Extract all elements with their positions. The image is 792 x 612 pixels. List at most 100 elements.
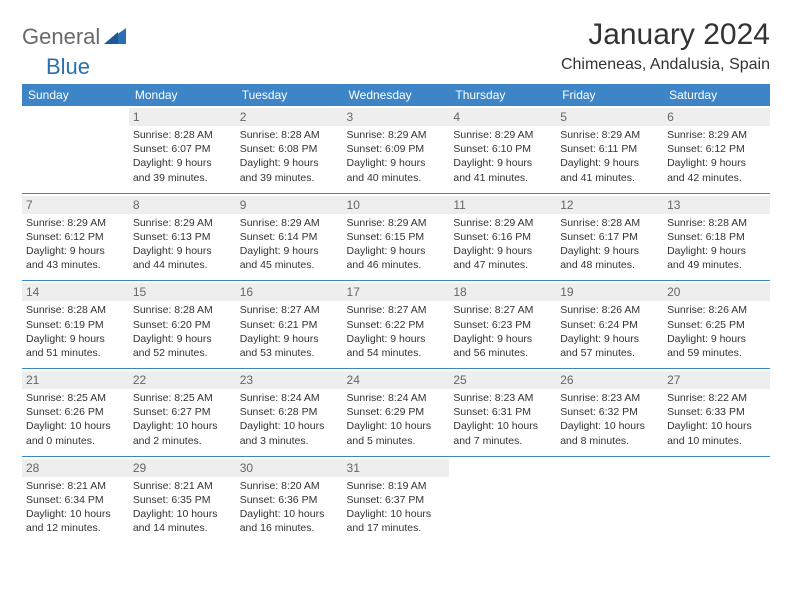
- day-info: Sunrise: 8:26 AMSunset: 6:25 PMDaylight:…: [667, 303, 766, 360]
- calendar-day-cell: 21 Sunrise: 8:25 AMSunset: 6:26 PMDayligh…: [22, 369, 129, 457]
- weekday-header-row: SundayMondayTuesdayWednesdayThursdayFrid…: [22, 84, 770, 106]
- calendar-day-cell: 24Sunrise: 8:24 AMSunset: 6:29 PMDayligh…: [343, 369, 450, 457]
- calendar-day-cell: 19Sunrise: 8:26 AMSunset: 6:24 PMDayligh…: [556, 281, 663, 369]
- day-info: Sunrise: 8:29 AMSunset: 6:09 PMDaylight:…: [347, 128, 446, 185]
- location-text: Chimeneas, Andalusia, Spain: [561, 56, 770, 74]
- day-number: 15: [129, 283, 236, 301]
- day-info: Sunrise: 8:29 AMSunset: 6:11 PMDaylight:…: [560, 128, 659, 185]
- brand-part2: Blue: [46, 54, 90, 79]
- month-title: January 2024: [561, 18, 770, 52]
- day-info: Sunrise: 8:19 AMSunset: 6:37 PMDaylight:…: [347, 479, 446, 536]
- weekday-header: Thursday: [449, 84, 556, 106]
- calendar-week-row: 21 Sunrise: 8:25 AMSunset: 6:26 PMDayligh…: [22, 369, 770, 457]
- day-info: Sunrise: 8:25 AMSunset: 6:26 PMDaylight:…: [26, 391, 125, 448]
- day-info: Sunrise: 8:27 AMSunset: 6:21 PMDaylight:…: [240, 303, 339, 360]
- day-info: Sunrise: 8:27 AMSunset: 6:22 PMDaylight:…: [347, 303, 446, 360]
- weekday-header: Sunday: [22, 84, 129, 106]
- weekday-header: Saturday: [663, 84, 770, 106]
- day-info: Sunrise: 8:21 AMSunset: 6:35 PMDaylight:…: [133, 479, 232, 536]
- day-number: 28: [22, 459, 129, 477]
- calendar-day-cell: 8 Sunrise: 8:29 AMSunset: 6:13 PMDaylight…: [129, 193, 236, 281]
- brand-logo: General: [22, 24, 126, 50]
- day-number: 31: [343, 459, 450, 477]
- calendar-day-cell: 26Sunrise: 8:23 AMSunset: 6:32 PMDayligh…: [556, 369, 663, 457]
- calendar-day-cell: 28Sunrise: 8:21 AMSunset: 6:34 PMDayligh…: [22, 456, 129, 543]
- day-info: Sunrise: 8:28 AMSunset: 6:20 PMDaylight:…: [133, 303, 232, 360]
- day-number: 22: [129, 371, 236, 389]
- calendar-day-cell: 7 Sunrise: 8:29 AMSunset: 6:12 PMDaylight…: [22, 193, 129, 281]
- calendar-day-cell: 1 Sunrise: 8:28 AMSunset: 6:07 PMDaylight…: [129, 106, 236, 193]
- day-number: 25: [449, 371, 556, 389]
- day-info: Sunrise: 8:20 AMSunset: 6:36 PMDaylight:…: [240, 479, 339, 536]
- day-number: 6: [663, 108, 770, 126]
- calendar-day-cell: 20Sunrise: 8:26 AMSunset: 6:25 PMDayligh…: [663, 281, 770, 369]
- day-info: Sunrise: 8:22 AMSunset: 6:33 PMDaylight:…: [667, 391, 766, 448]
- day-info: Sunrise: 8:28 AMSunset: 6:08 PMDaylight:…: [240, 128, 339, 185]
- calendar-day-cell: 27 Sunrise: 8:22 AMSunset: 6:33 PMDayligh…: [663, 369, 770, 457]
- day-info: Sunrise: 8:25 AMSunset: 6:27 PMDaylight:…: [133, 391, 232, 448]
- day-info: Sunrise: 8:28 AMSunset: 6:18 PMDaylight:…: [667, 216, 766, 273]
- day-info: Sunrise: 8:29 AMSunset: 6:12 PMDaylight:…: [667, 128, 766, 185]
- calendar-day-cell: 14Sunrise: 8:28 AMSunset: 6:19 PMDayligh…: [22, 281, 129, 369]
- day-number: 23: [236, 371, 343, 389]
- calendar-day-cell: 16Sunrise: 8:27 AMSunset: 6:21 PMDayligh…: [236, 281, 343, 369]
- day-number: 26: [556, 371, 663, 389]
- calendar-day-cell: 17 Sunrise: 8:27 AMSunset: 6:22 PMDayligh…: [343, 281, 450, 369]
- day-info: Sunrise: 8:28 AMSunset: 6:07 PMDaylight:…: [133, 128, 232, 185]
- calendar-day-cell: 22 Sunrise: 8:25 AMSunset: 6:27 PMDayligh…: [129, 369, 236, 457]
- day-info: Sunrise: 8:29 AMSunset: 6:12 PMDaylight:…: [26, 216, 125, 273]
- calendar-day-cell: [22, 106, 129, 193]
- calendar-day-cell: [663, 456, 770, 543]
- calendar-day-cell: 29 Sunrise: 8:21 AMSunset: 6:35 PMDayligh…: [129, 456, 236, 543]
- calendar-day-cell: 18 Sunrise: 8:27 AMSunset: 6:23 PMDayligh…: [449, 281, 556, 369]
- day-info: Sunrise: 8:29 AMSunset: 6:14 PMDaylight:…: [240, 216, 339, 273]
- day-number: 30: [236, 459, 343, 477]
- calendar-day-cell: 10 Sunrise: 8:29 AMSunset: 6:15 PMDayligh…: [343, 193, 450, 281]
- day-number: 9: [236, 196, 343, 214]
- day-info: Sunrise: 8:29 AMSunset: 6:13 PMDaylight:…: [133, 216, 232, 273]
- day-number: 8: [129, 196, 236, 214]
- day-number: 17: [343, 283, 450, 301]
- day-number: 19: [556, 283, 663, 301]
- day-info: Sunrise: 8:28 AMSunset: 6:17 PMDaylight:…: [560, 216, 659, 273]
- calendar-day-cell: 9 Sunrise: 8:29 AMSunset: 6:14 PMDaylight…: [236, 193, 343, 281]
- calendar-day-cell: 12Sunrise: 8:28 AMSunset: 6:17 PMDayligh…: [556, 193, 663, 281]
- day-number: 13: [663, 196, 770, 214]
- calendar-day-cell: 3 Sunrise: 8:29 AMSunset: 6:09 PMDaylight…: [343, 106, 450, 193]
- calendar-day-cell: [556, 456, 663, 543]
- day-number: 18: [449, 283, 556, 301]
- calendar-day-cell: 11 Sunrise: 8:29 AMSunset: 6:16 PMDayligh…: [449, 193, 556, 281]
- day-number: 10: [343, 196, 450, 214]
- day-info: Sunrise: 8:29 AMSunset: 6:16 PMDaylight:…: [453, 216, 552, 273]
- calendar-day-cell: 23 Sunrise: 8:24 AMSunset: 6:28 PMDayligh…: [236, 369, 343, 457]
- day-number: 4: [449, 108, 556, 126]
- calendar-day-cell: 30 Sunrise: 8:20 AMSunset: 6:36 PMDayligh…: [236, 456, 343, 543]
- day-info: Sunrise: 8:27 AMSunset: 6:23 PMDaylight:…: [453, 303, 552, 360]
- day-number: 7: [22, 196, 129, 214]
- calendar-day-cell: 5Sunrise: 8:29 AMSunset: 6:11 PMDaylight…: [556, 106, 663, 193]
- day-number: 27: [663, 371, 770, 389]
- calendar-day-cell: 2 Sunrise: 8:28 AMSunset: 6:08 PMDaylight…: [236, 106, 343, 193]
- calendar-week-row: 1 Sunrise: 8:28 AMSunset: 6:07 PMDaylight…: [22, 106, 770, 193]
- day-number: 2: [236, 108, 343, 126]
- calendar-day-cell: 4Sunrise: 8:29 AMSunset: 6:10 PMDaylight…: [449, 106, 556, 193]
- day-number: 3: [343, 108, 450, 126]
- day-info: Sunrise: 8:24 AMSunset: 6:28 PMDaylight:…: [240, 391, 339, 448]
- day-number: 1: [129, 108, 236, 126]
- day-number: 24: [343, 371, 450, 389]
- calendar-day-cell: [449, 456, 556, 543]
- calendar-day-cell: 25 Sunrise: 8:23 AMSunset: 6:31 PMDayligh…: [449, 369, 556, 457]
- calendar-day-cell: 15 Sunrise: 8:28 AMSunset: 6:20 PMDayligh…: [129, 281, 236, 369]
- header: General January 2024 Chimeneas, Andalusi…: [22, 18, 770, 74]
- day-number: 29: [129, 459, 236, 477]
- calendar-week-row: 14Sunrise: 8:28 AMSunset: 6:19 PMDayligh…: [22, 281, 770, 369]
- calendar-day-cell: 31 Sunrise: 8:19 AMSunset: 6:37 PMDayligh…: [343, 456, 450, 543]
- weekday-header: Wednesday: [343, 84, 450, 106]
- calendar-table: SundayMondayTuesdayWednesdayThursdayFrid…: [22, 84, 770, 543]
- day-info: Sunrise: 8:23 AMSunset: 6:31 PMDaylight:…: [453, 391, 552, 448]
- day-info: Sunrise: 8:29 AMSunset: 6:15 PMDaylight:…: [347, 216, 446, 273]
- day-info: Sunrise: 8:28 AMSunset: 6:19 PMDaylight:…: [26, 303, 125, 360]
- brand-part1: General: [22, 24, 100, 50]
- day-number: 21: [22, 371, 129, 389]
- day-number: 11: [449, 196, 556, 214]
